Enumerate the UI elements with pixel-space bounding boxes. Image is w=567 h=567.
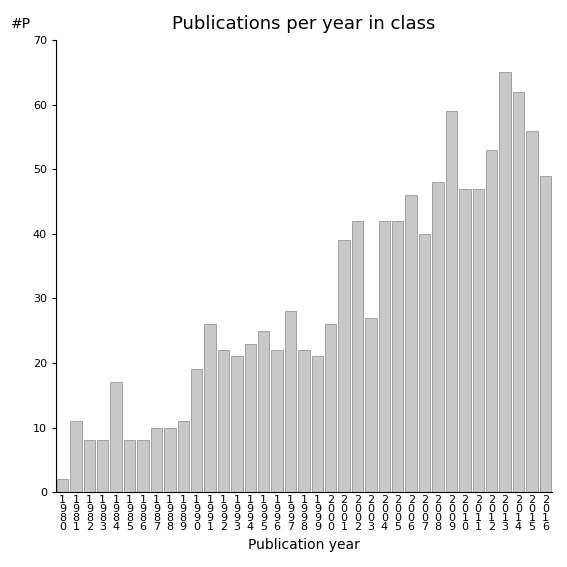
Bar [500, 73, 511, 492]
Bar [285, 311, 296, 492]
Bar [164, 428, 176, 492]
Bar [272, 350, 283, 492]
Bar [191, 369, 202, 492]
Bar [124, 441, 136, 492]
Y-axis label: #P: #P [11, 17, 31, 31]
Bar [177, 421, 189, 492]
Bar [258, 331, 269, 492]
Bar [204, 324, 215, 492]
Bar [432, 182, 444, 492]
Title: Publications per year in class: Publications per year in class [172, 15, 435, 33]
Bar [338, 240, 350, 492]
Bar [405, 195, 417, 492]
Bar [298, 350, 310, 492]
Bar [486, 150, 497, 492]
Bar [472, 189, 484, 492]
Bar [526, 130, 538, 492]
Bar [325, 324, 336, 492]
Bar [365, 318, 376, 492]
Bar [151, 428, 162, 492]
Bar [419, 234, 430, 492]
Bar [540, 176, 551, 492]
Bar [84, 441, 95, 492]
Bar [446, 111, 457, 492]
Bar [352, 221, 363, 492]
Bar [111, 382, 122, 492]
Bar [231, 357, 243, 492]
Bar [513, 92, 524, 492]
Bar [392, 221, 404, 492]
Bar [244, 344, 256, 492]
Bar [312, 357, 323, 492]
Bar [459, 189, 471, 492]
Bar [70, 421, 82, 492]
Bar [97, 441, 108, 492]
Bar [379, 221, 390, 492]
Bar [137, 441, 149, 492]
X-axis label: Publication year: Publication year [248, 538, 360, 552]
Bar [57, 479, 68, 492]
Bar [218, 350, 229, 492]
